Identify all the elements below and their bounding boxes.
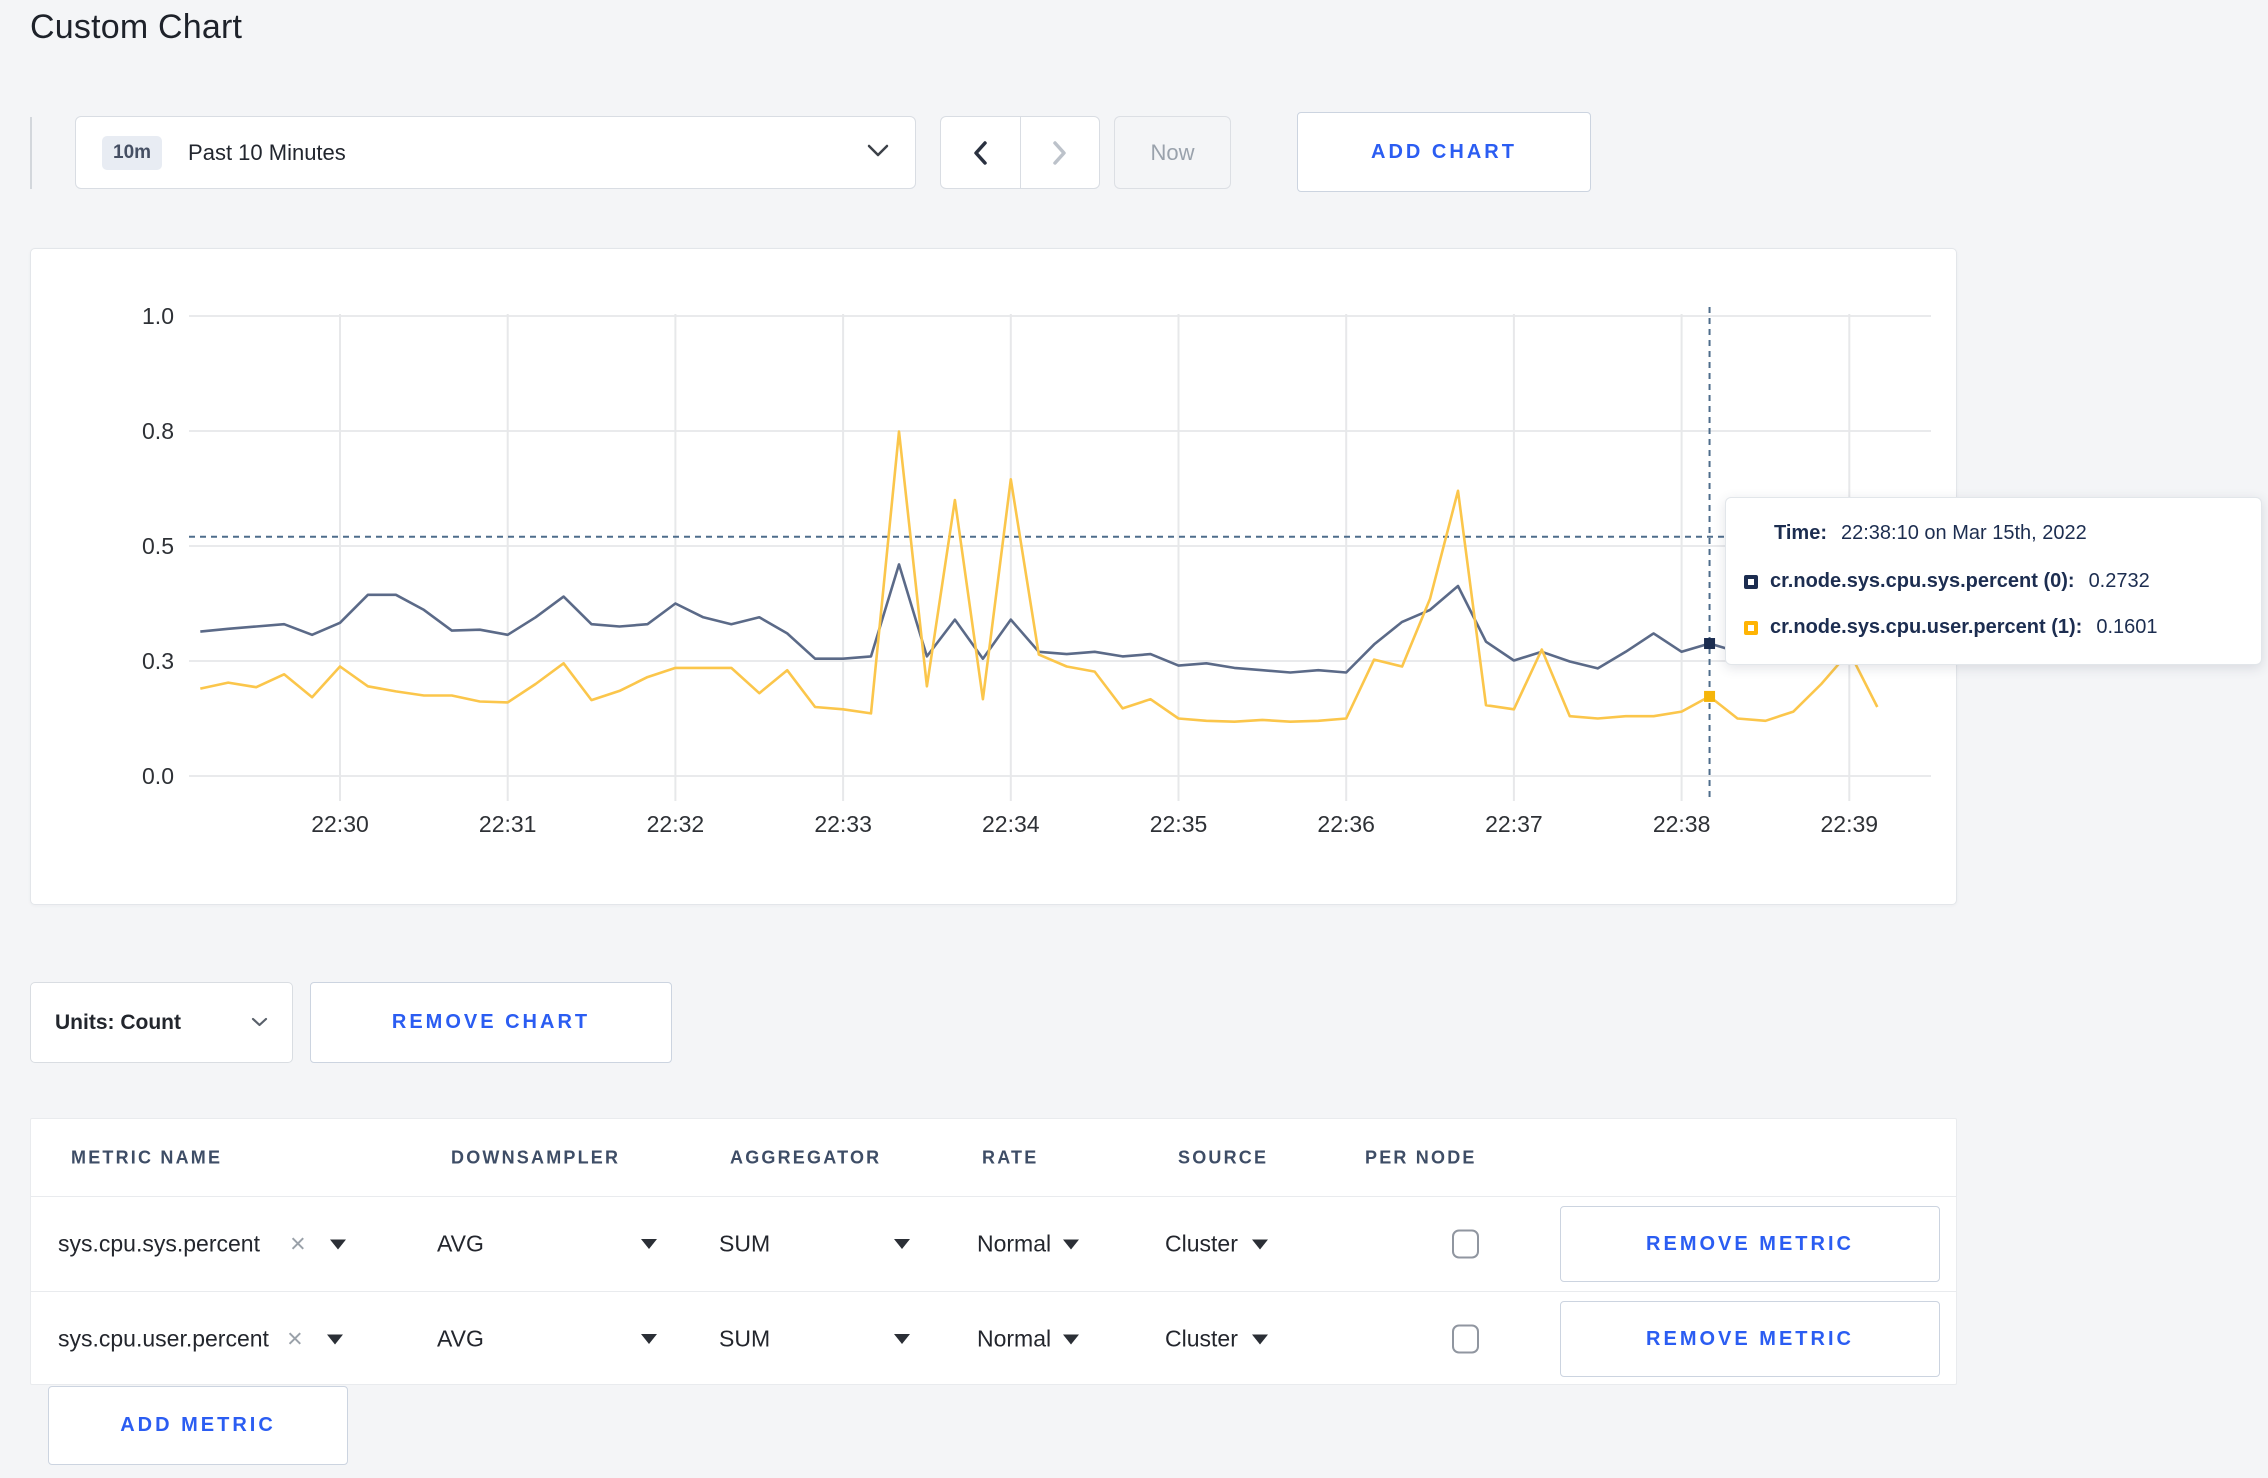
time-range-select[interactable]: 10m Past 10 Minutes	[75, 116, 916, 189]
time-range-badge: 10m	[102, 135, 163, 170]
metrics-table: METRIC NAME DOWNSAMPLER AGGREGATOR RATE …	[30, 1118, 1957, 1385]
tooltip-series-value: 0.1601	[2096, 616, 2158, 638]
prev-window-button[interactable]	[941, 117, 1020, 188]
svg-text:0.8: 0.8	[142, 418, 174, 444]
aggregator-select-caret[interactable]	[894, 1334, 910, 1344]
toolbar-divider	[30, 117, 32, 189]
chevron-down-icon	[867, 144, 889, 162]
source-select[interactable]: Cluster	[1165, 1326, 1268, 1353]
rate-select[interactable]: Normal	[977, 1325, 1080, 1353]
add-chart-button[interactable]: ADD CHART	[1297, 112, 1591, 192]
svg-text:0.0: 0.0	[142, 763, 174, 789]
tooltip-series-row: cr.node.sys.cpu.user.percent (1): 0.1601	[1726, 616, 2261, 639]
tooltip-series-name: cr.node.sys.cpu.user.percent (1):	[1770, 616, 2083, 638]
source-value: Cluster	[1165, 1325, 1238, 1352]
source-select[interactable]: Cluster	[1165, 1231, 1268, 1258]
rate-value: Normal	[977, 1325, 1052, 1352]
per-node-checkbox[interactable]	[1452, 1324, 1479, 1354]
downsampler-select-caret[interactable]	[641, 1239, 657, 1249]
aggregator-value: SUM	[719, 1325, 771, 1352]
svg-text:22:31: 22:31	[479, 811, 537, 837]
svg-text:22:34: 22:34	[982, 811, 1040, 837]
clear-metric-icon[interactable]: ×	[286, 1323, 303, 1354]
chevron-down-icon[interactable]	[329, 1239, 346, 1249]
aggregator-select-caret[interactable]	[894, 1239, 910, 1249]
svg-text:0.5: 0.5	[142, 533, 174, 559]
remove-chart-button[interactable]: REMOVE CHART	[310, 982, 672, 1063]
column-header-aggregator: AGGREGATOR	[730, 1147, 882, 1167]
downsampler-value: AVG	[437, 1230, 484, 1257]
per-node-checkbox[interactable]	[1452, 1229, 1479, 1259]
series-sys-legend-icon	[1744, 574, 1758, 589]
metric-name-select[interactable]: sys.cpu.sys.percent ×	[58, 1228, 346, 1259]
svg-text:22:36: 22:36	[1317, 811, 1375, 837]
column-header-metric-name: METRIC NAME	[71, 1147, 223, 1167]
chevron-down-icon	[1251, 1239, 1268, 1249]
column-header-downsampler: DOWNSAMPLER	[451, 1147, 621, 1167]
table-row: sys.cpu.user.percent × AVG SUM Normal Cl…	[31, 1291, 1956, 1386]
svg-text:22:35: 22:35	[1150, 811, 1208, 837]
chart-tooltip: Time: 22:38:10 on Mar 15th, 2022 cr.node…	[1725, 497, 2262, 665]
downsampler-value: AVG	[437, 1325, 484, 1352]
metrics-line-chart[interactable]: 0.0 0.3 0.5 0.8 1.0 22:30 22:31 22:32 22:33 22:34…	[31, 249, 1958, 906]
metric-name-value: sys.cpu.sys.percent	[58, 1230, 260, 1257]
chart-panel: 0.0 0.3 0.5 0.8 1.0 22:30 22:31 22:32 22:33 22:34…	[30, 248, 1957, 905]
now-button[interactable]: Now	[1114, 116, 1231, 189]
add-metric-button[interactable]: ADD METRIC	[48, 1386, 348, 1465]
downsampler-select-caret[interactable]	[641, 1334, 657, 1344]
chevron-down-icon	[1063, 1239, 1080, 1249]
svg-text:22:32: 22:32	[647, 811, 705, 837]
remove-metric-button[interactable]: REMOVE METRIC	[1560, 1301, 1940, 1377]
svg-text:22:30: 22:30	[311, 811, 369, 837]
series-user-legend-icon	[1744, 620, 1758, 635]
source-value: Cluster	[1165, 1230, 1238, 1257]
tooltip-series-row: cr.node.sys.cpu.sys.percent (0): 0.2732	[1726, 570, 2261, 593]
svg-text:22:38: 22:38	[1653, 811, 1711, 837]
time-range-label: Past 10 Minutes	[188, 139, 346, 165]
rate-value: Normal	[977, 1230, 1052, 1257]
chevron-down-icon	[1251, 1334, 1268, 1344]
metric-name-value: sys.cpu.user.percent	[58, 1325, 269, 1352]
svg-text:22:39: 22:39	[1821, 811, 1879, 837]
svg-text:1.0: 1.0	[142, 303, 174, 329]
column-header-rate: RATE	[982, 1147, 1039, 1167]
clear-metric-icon[interactable]: ×	[289, 1228, 306, 1259]
tooltip-series-name: cr.node.sys.cpu.sys.percent (0):	[1770, 570, 2075, 592]
metrics-table-header: METRIC NAME DOWNSAMPLER AGGREGATOR RATE …	[31, 1119, 1956, 1196]
remove-metric-button[interactable]: REMOVE METRIC	[1560, 1206, 1940, 1282]
column-header-per-node: PER NODE	[1365, 1147, 1477, 1167]
units-label: Units: Count	[55, 1010, 181, 1034]
column-header-source: SOURCE	[1178, 1147, 1269, 1167]
aggregator-value: SUM	[719, 1230, 771, 1257]
chevron-down-icon	[251, 1014, 268, 1032]
tooltip-series-value: 0.2732	[2088, 570, 2150, 592]
chevron-down-icon	[1063, 1334, 1080, 1344]
page-title: Custom Chart	[30, 8, 243, 46]
table-row: sys.cpu.sys.percent × AVG SUM Normal Clu…	[31, 1196, 1956, 1291]
tooltip-time-label: Time:	[1774, 522, 1827, 544]
svg-text:22:33: 22:33	[814, 811, 872, 837]
svg-text:0.3: 0.3	[142, 648, 174, 674]
next-window-button[interactable]	[1019, 117, 1100, 188]
chevron-down-icon[interactable]	[326, 1334, 343, 1344]
time-window-pager	[940, 116, 1100, 189]
units-select[interactable]: Units: Count	[30, 982, 293, 1063]
svg-text:22:37: 22:37	[1485, 811, 1543, 837]
rate-select[interactable]: Normal	[977, 1230, 1080, 1258]
tooltip-time-value: 22:38:10 on Mar 15th, 2022	[1840, 522, 2087, 544]
metric-name-select[interactable]: sys.cpu.user.percent ×	[58, 1323, 343, 1354]
tooltip-time-row: Time: 22:38:10 on Mar 15th, 2022	[1726, 522, 2261, 545]
